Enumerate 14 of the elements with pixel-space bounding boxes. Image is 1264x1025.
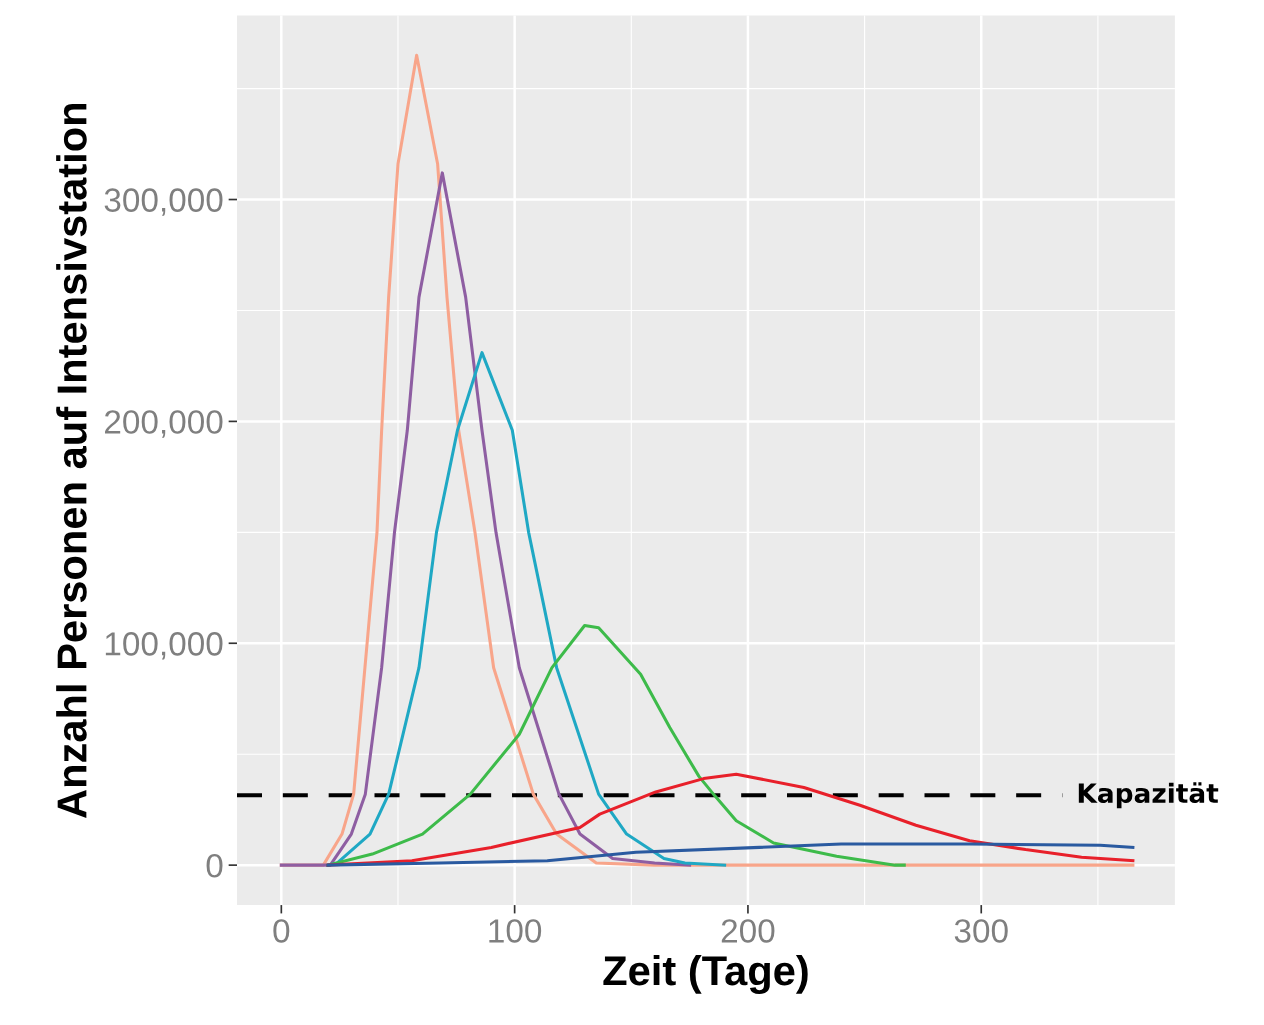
x-tick-label: 200 [721, 919, 775, 943]
x-axis-title: Zeit (Tage) [603, 954, 808, 994]
line-series [279, 171, 692, 867]
y-tick-label: 100,000 [105, 632, 223, 660]
ref-line-label: Kapazität [1078, 782, 1219, 809]
x-tick-label: 300 [954, 919, 1008, 943]
y-axis-title: Anzahl Personen auf Intensivstation [56, 103, 87, 819]
y-tick-label: 200,000 [105, 410, 223, 438]
line-series [326, 623, 906, 867]
y-tick-label: 0 [206, 853, 223, 878]
x-tick-label: 100 [489, 919, 542, 943]
y-tick-label: 300,000 [104, 188, 223, 216]
x-tick-label: 0 [273, 919, 290, 943]
line-series [326, 842, 1135, 867]
